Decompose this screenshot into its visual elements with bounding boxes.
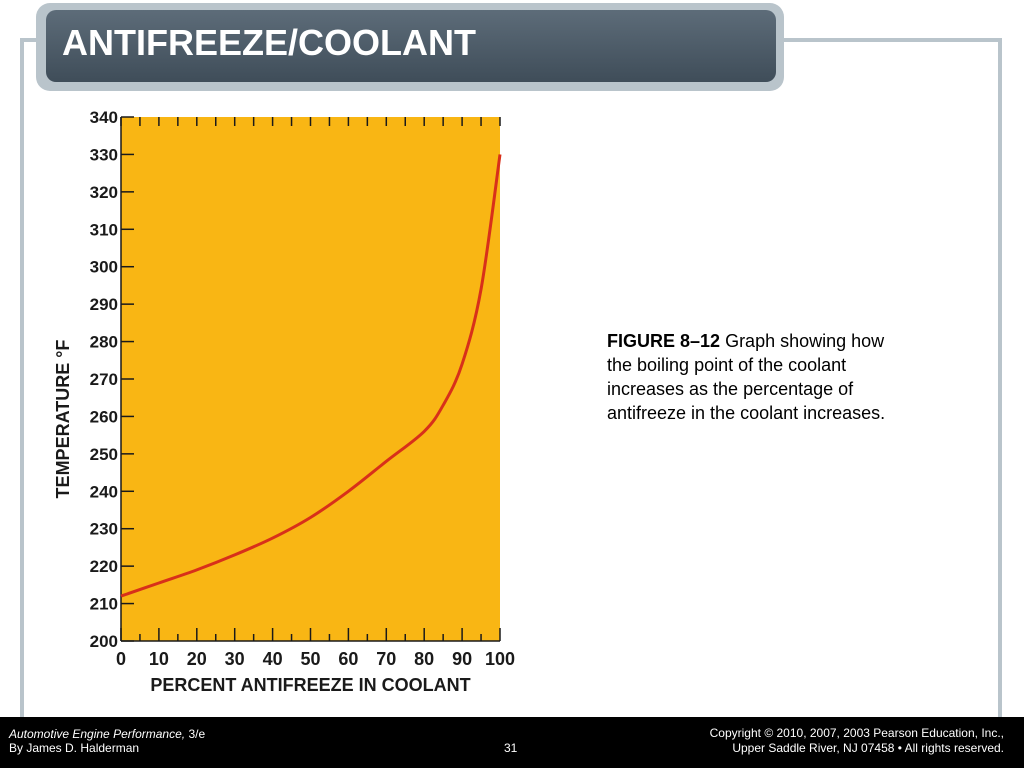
y-tick-label: 220 <box>90 557 118 576</box>
x-tick-label: 0 <box>116 649 126 669</box>
copyright-line-2: Upper Saddle River, NJ 07458 • All right… <box>732 741 1004 755</box>
x-tick-label: 70 <box>376 649 396 669</box>
figure-label: FIGURE 8–12 <box>607 331 721 351</box>
y-tick-label: 340 <box>90 108 118 127</box>
plot-area <box>121 117 500 641</box>
boiling-point-line <box>120 154 502 598</box>
y-tick-label: 280 <box>90 333 118 352</box>
title-banner <box>46 10 776 82</box>
boiling-point-chart: 2002102202302402502602702802903003103203… <box>53 108 515 695</box>
footer-edition: 3/e <box>188 727 206 741</box>
caption-text: Graph showing how the boiling point of t… <box>607 331 886 423</box>
page-number: 31 <box>504 741 518 755</box>
y-tick-label: 250 <box>90 445 118 464</box>
y-tick-label: 290 <box>90 295 118 314</box>
y-tick-label: 310 <box>90 220 118 239</box>
footer-bar: Automotive Engine Performance, 3/e By Ja… <box>0 717 1024 768</box>
y-tick-label: 260 <box>90 407 118 426</box>
x-tick-label: 90 <box>452 649 472 669</box>
x-tick-label: 40 <box>263 649 283 669</box>
y-tick-label: 320 <box>90 183 118 202</box>
x-tick-label: 10 <box>149 649 169 669</box>
footer-book: Automotive Engine Performance, 3/e <box>9 727 205 741</box>
x-tick-label: 30 <box>225 649 245 669</box>
x-tick-label: 80 <box>414 649 434 669</box>
slide-title: ANTIFREEZE/COOLANT <box>62 22 476 63</box>
x-tick-label: 100 <box>485 649 515 669</box>
y-tick-label: 210 <box>90 595 118 614</box>
footer-book-title: Automotive Engine Performance, <box>9 727 186 741</box>
y-tick-label: 270 <box>90 370 118 389</box>
y-tick-label: 330 <box>90 145 118 164</box>
y-tick-label: 200 <box>90 632 118 651</box>
x-tick-label: 20 <box>187 649 207 669</box>
x-axis-title: PERCENT ANTIFREEZE IN COOLANT <box>150 675 470 695</box>
y-tick-label: 240 <box>90 482 118 501</box>
copyright-line-1: Copyright © 2010, 2007, 2003 Pearson Edu… <box>709 726 1004 740</box>
x-tick-label: 60 <box>338 649 358 669</box>
figure-caption: FIGURE 8–12 Graph showing how the boilin… <box>607 329 897 425</box>
y-tick-label: 230 <box>90 520 118 539</box>
x-tick-label: 50 <box>300 649 320 669</box>
y-axis-title: TEMPERATURE °F <box>53 340 73 499</box>
footer-author: By James D. Halderman <box>9 741 140 755</box>
y-tick-label: 300 <box>90 258 118 277</box>
